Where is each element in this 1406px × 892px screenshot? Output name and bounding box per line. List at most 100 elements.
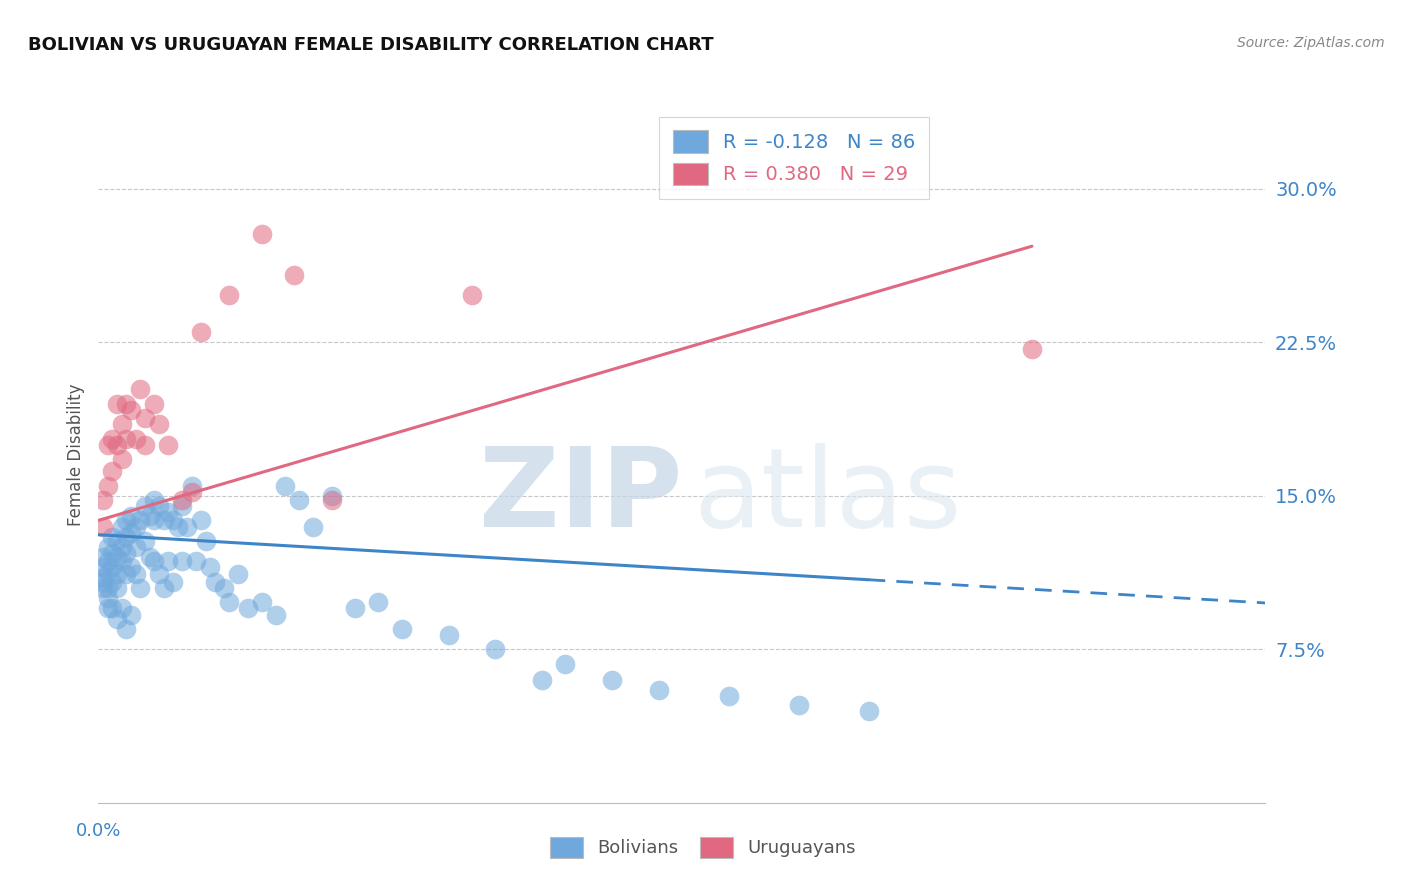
Text: ZIP: ZIP bbox=[478, 443, 682, 550]
Point bbox=[97, 581, 120, 595]
Point bbox=[194, 533, 217, 548]
Point bbox=[321, 492, 343, 507]
Point bbox=[134, 438, 156, 452]
Point bbox=[152, 513, 174, 527]
Point bbox=[162, 513, 184, 527]
Point bbox=[600, 673, 623, 687]
Point bbox=[111, 540, 134, 554]
Point bbox=[105, 533, 128, 548]
Point bbox=[120, 525, 142, 540]
Point bbox=[139, 550, 162, 565]
Point bbox=[157, 438, 180, 452]
Point bbox=[111, 554, 134, 568]
Point bbox=[1021, 342, 1043, 356]
Point bbox=[148, 566, 170, 581]
Point bbox=[105, 566, 128, 581]
Point bbox=[120, 509, 142, 524]
Point bbox=[97, 554, 120, 568]
Point bbox=[105, 612, 128, 626]
Point bbox=[129, 581, 152, 595]
Point bbox=[264, 607, 287, 622]
Point bbox=[288, 492, 311, 507]
Point bbox=[200, 560, 222, 574]
Point bbox=[101, 560, 124, 574]
Point bbox=[367, 595, 389, 609]
Point bbox=[125, 566, 148, 581]
Point bbox=[858, 704, 880, 718]
Point bbox=[152, 581, 174, 595]
Point bbox=[228, 566, 250, 581]
Point bbox=[250, 227, 273, 241]
Point bbox=[554, 657, 576, 671]
Point bbox=[250, 595, 273, 609]
Point bbox=[111, 452, 134, 467]
Point bbox=[101, 574, 124, 589]
Text: 0.0%: 0.0% bbox=[76, 822, 121, 840]
Point bbox=[101, 432, 124, 446]
Point bbox=[91, 519, 114, 533]
Point bbox=[717, 690, 740, 704]
Point bbox=[530, 673, 553, 687]
Point bbox=[218, 288, 240, 302]
Point bbox=[218, 595, 240, 609]
Point bbox=[91, 574, 114, 589]
Point bbox=[391, 622, 413, 636]
Point bbox=[274, 478, 297, 492]
Point bbox=[204, 574, 226, 589]
Point bbox=[143, 397, 166, 411]
Point bbox=[97, 540, 120, 554]
Text: BOLIVIAN VS URUGUAYAN FEMALE DISABILITY CORRELATION CHART: BOLIVIAN VS URUGUAYAN FEMALE DISABILITY … bbox=[28, 36, 714, 54]
Point bbox=[186, 554, 208, 568]
Point bbox=[97, 478, 120, 492]
Point bbox=[120, 560, 142, 574]
Point bbox=[180, 478, 202, 492]
Point bbox=[166, 519, 188, 533]
Legend: Bolivians, Uruguayans: Bolivians, Uruguayans bbox=[543, 830, 863, 865]
Point bbox=[176, 519, 198, 533]
Point bbox=[148, 499, 170, 513]
Point bbox=[125, 519, 148, 533]
Point bbox=[236, 601, 259, 615]
Point bbox=[125, 540, 148, 554]
Point bbox=[105, 397, 128, 411]
Point bbox=[115, 513, 138, 527]
Point bbox=[437, 628, 460, 642]
Point bbox=[190, 513, 212, 527]
Point bbox=[143, 492, 166, 507]
Point bbox=[91, 560, 114, 574]
Point bbox=[172, 492, 194, 507]
Point bbox=[162, 574, 184, 589]
Point bbox=[461, 288, 484, 302]
Point bbox=[125, 432, 148, 446]
Point bbox=[105, 581, 128, 595]
Point bbox=[91, 550, 114, 565]
Point bbox=[115, 530, 138, 544]
Point bbox=[134, 499, 156, 513]
Point bbox=[115, 432, 138, 446]
Point bbox=[111, 519, 134, 533]
Point bbox=[647, 683, 669, 698]
Point bbox=[172, 499, 194, 513]
Point bbox=[97, 438, 120, 452]
Point bbox=[115, 546, 138, 560]
Point bbox=[111, 417, 134, 432]
Point bbox=[283, 268, 305, 282]
Point bbox=[129, 513, 152, 527]
Point bbox=[321, 489, 343, 503]
Point bbox=[190, 325, 212, 339]
Point bbox=[157, 554, 180, 568]
Text: atlas: atlas bbox=[693, 443, 962, 550]
Y-axis label: Female Disability: Female Disability bbox=[66, 384, 84, 526]
Point bbox=[143, 554, 166, 568]
Point bbox=[97, 591, 120, 606]
Point bbox=[134, 411, 156, 425]
Point bbox=[105, 438, 128, 452]
Point bbox=[115, 622, 138, 636]
Point bbox=[97, 601, 120, 615]
Point bbox=[101, 530, 124, 544]
Point bbox=[101, 464, 124, 478]
Point bbox=[91, 492, 114, 507]
Point bbox=[214, 581, 236, 595]
Point bbox=[129, 383, 152, 397]
Point bbox=[111, 601, 134, 615]
